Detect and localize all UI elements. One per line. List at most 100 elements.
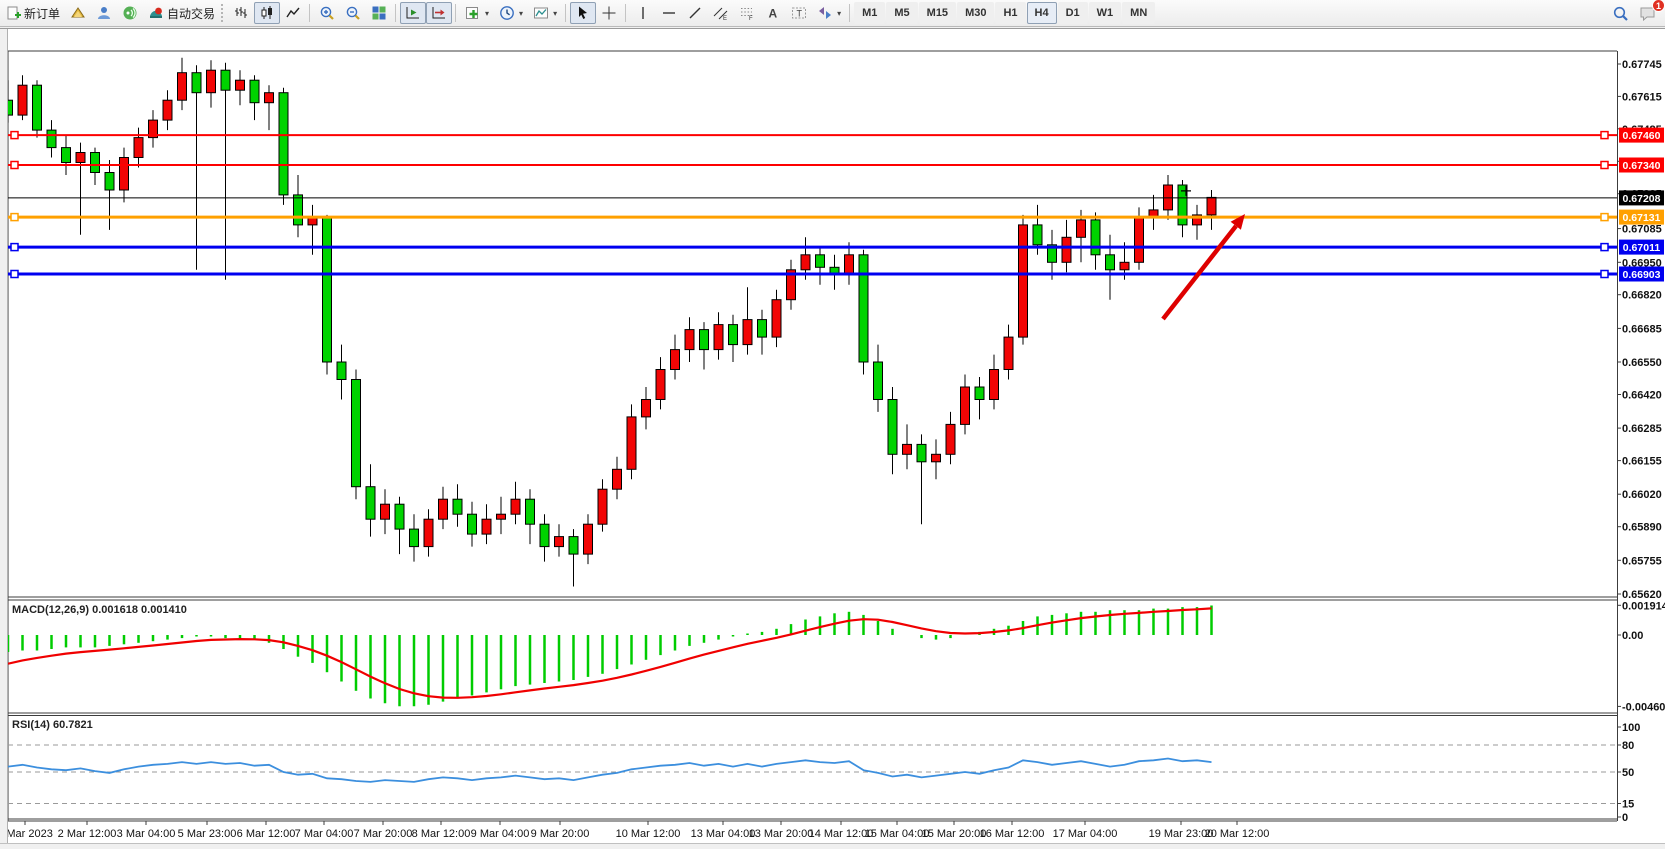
svg-text:0.67208: 0.67208: [1623, 193, 1661, 205]
bear-candle: [1032, 224, 1043, 246]
timeframe-m1-button[interactable]: M1: [854, 2, 886, 24]
timeframe-h1-button[interactable]: H1: [995, 2, 1026, 24]
zoom-in-icon: [319, 5, 335, 21]
time-tick-label: 7 Mar 04:00: [295, 828, 354, 840]
bear-candle: [916, 443, 927, 463]
bear-candle: [46, 129, 57, 149]
bear-candle: [32, 84, 42, 131]
line-handle[interactable]: [1600, 242, 1609, 252]
search-button[interactable]: [1607, 2, 1634, 24]
time-tick-label: 9 Mar 04:00: [471, 828, 530, 840]
toolbar-separator: [395, 4, 397, 22]
candlestick-chart-button[interactable]: [254, 2, 281, 24]
trendline-icon: [687, 5, 703, 21]
auto-scroll-button[interactable]: [400, 2, 427, 24]
bear-candle: [61, 147, 71, 163]
zoom-out-button[interactable]: [340, 2, 366, 24]
macd-label: MACD(12,26,9) 0.001618 0.001410: [12, 604, 187, 616]
line-handle[interactable]: [10, 212, 19, 222]
chart-canvas[interactable]: 0.677450.676150.674850.673550.672250.670…: [0, 29, 1665, 849]
text-button[interactable]: A: [760, 2, 786, 24]
line-handle[interactable]: [1600, 130, 1609, 140]
bear-candle: [1090, 219, 1101, 256]
notifications-button[interactable]: 1: [1634, 0, 1665, 24]
auto-trading-button[interactable]: 自动交易: [143, 2, 220, 24]
line-handle[interactable]: [1600, 269, 1609, 279]
bear-candle: [1105, 254, 1115, 271]
crosshair-button[interactable]: [596, 2, 622, 24]
time-tick-label: 14 Mar 12:00: [809, 828, 874, 840]
timeframe-m5-button[interactable]: M5: [886, 2, 918, 24]
zoom-out-icon: [345, 5, 361, 21]
bar-chart-button[interactable]: [228, 2, 254, 24]
timeframe-mn-button[interactable]: MN: [1122, 2, 1156, 24]
zoom-in-button[interactable]: [314, 2, 340, 24]
timeframe-h4-button[interactable]: H4: [1026, 2, 1057, 24]
bull-candle: [597, 488, 608, 525]
bull-candle: [742, 319, 753, 346]
text-icon: A: [765, 5, 781, 21]
vertical-line-button[interactable]: [630, 2, 656, 24]
svg-text:0.66903: 0.66903: [1623, 269, 1661, 281]
indicators-button[interactable]: ▾: [460, 2, 494, 24]
templates-button[interactable]: ▾: [528, 2, 562, 24]
toolbar-separator: [849, 4, 851, 22]
market-watch-button[interactable]: [91, 2, 117, 24]
time-tick-label: 7 Mar 20:00: [354, 828, 413, 840]
rsi-level-label: 15: [1622, 799, 1634, 811]
line-handle[interactable]: [10, 242, 19, 252]
price-tick-label: 0.67615: [1622, 91, 1662, 103]
bull-candle: [931, 453, 941, 463]
bull-candle: [641, 399, 651, 418]
search-icon: [1612, 5, 1629, 22]
horizontal-line-button[interactable]: [656, 2, 682, 24]
cursor-button[interactable]: [570, 2, 597, 24]
timeframe-m15-button[interactable]: M15: [918, 2, 957, 24]
line-handle[interactable]: [10, 130, 19, 140]
arrows-icon: [817, 5, 833, 21]
alerts-button[interactable]: [117, 2, 143, 24]
fibonacci-button[interactable]: F: [734, 2, 760, 24]
periods-button[interactable]: ▾: [494, 2, 528, 24]
bear-candle: [1177, 184, 1188, 226]
bull-candle: [235, 79, 245, 91]
chevron-down-icon: ▾: [553, 8, 558, 18]
bear-candle: [728, 324, 738, 346]
chart-shift-button[interactable]: [426, 2, 453, 24]
bar-chart-icon: [233, 5, 249, 21]
text-label-button[interactable]: T: [786, 2, 812, 24]
arrows-button[interactable]: ▾: [812, 2, 846, 24]
line-chart-button[interactable]: [280, 2, 306, 24]
toolbar-separator: [565, 4, 567, 22]
rsi-level-label: 80: [1622, 740, 1634, 752]
rsi-level-label: 100: [1622, 722, 1640, 734]
bull-candle: [655, 369, 666, 400]
timeframe-m30-button[interactable]: M30: [957, 2, 995, 24]
trend-arrow-annotation[interactable]: [1161, 214, 1245, 321]
time-tick-label: 2 Mar 12:00: [58, 828, 117, 840]
line-handle[interactable]: [10, 160, 19, 170]
line-handle[interactable]: [1600, 160, 1609, 170]
bear-candle: [278, 92, 289, 196]
new-order-button[interactable]: 新订单: [2, 2, 65, 24]
tile-windows-button[interactable]: [366, 2, 392, 24]
line-price-badge: [1619, 209, 1664, 225]
timeframe-d1-button[interactable]: D1: [1057, 2, 1088, 24]
time-tick-label: 20 Mar 12:00: [1205, 828, 1270, 840]
timeframe-w1-button[interactable]: W1: [1088, 2, 1122, 24]
bull-candle: [960, 386, 970, 425]
time-tick-label: 3 Mar 04:00: [117, 828, 176, 840]
line-price-badge: [1619, 157, 1664, 173]
line-handle[interactable]: [10, 269, 19, 279]
chart-window: ▼ AUDUSD-,H4 0.67206 0.67220 0.67191 0.6…: [0, 28, 1665, 849]
chevron-down-icon: ▾: [519, 8, 524, 18]
equidistant-channel-button[interactable]: E: [708, 2, 734, 24]
vertical-line-icon: [635, 5, 651, 21]
auto-scroll-icon: [405, 5, 421, 21]
bull-candle: [554, 536, 564, 548]
chart-profiles-button[interactable]: [65, 2, 91, 24]
crosshair-icon: [601, 5, 617, 21]
trendline-button[interactable]: [682, 2, 708, 24]
price-tick-label: 0.66820: [1622, 290, 1662, 302]
line-handle[interactable]: [1600, 212, 1609, 222]
